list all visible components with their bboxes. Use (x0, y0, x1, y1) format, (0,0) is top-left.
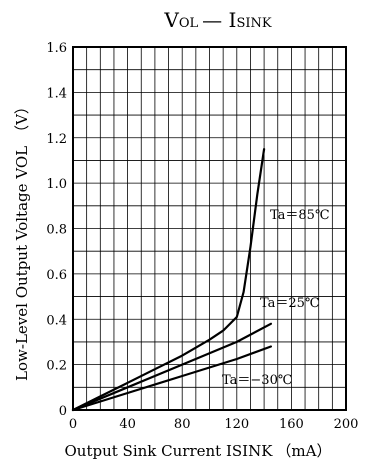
x-tick-label: 200 (334, 417, 359, 432)
series-line-85c (71, 148, 266, 412)
series-label-85c: Ta＝85℃ (270, 208, 330, 223)
x-tick-labels: 0 40 80 120 160 200 (69, 417, 359, 432)
y-tick-labels: 0 0.2 0.4 0.6 0.8 1.0 1.2 1.4 1.6 (46, 41, 67, 419)
x-tick-label: 0 (69, 417, 77, 432)
y-axis-label-main: Low-Level Output Voltage V (13, 167, 31, 381)
title-mid: — I (202, 8, 236, 32)
series-line-25c (71, 322, 272, 412)
y-tick-label: 0.2 (46, 359, 67, 374)
plot-frame (72, 46, 347, 411)
y-tick-label: 1.2 (46, 132, 67, 147)
x-axis-label: Output Sink Current ISINK （mA） (65, 442, 332, 460)
title-sub-2: SINK (236, 16, 271, 31)
series-label-minus30c: Ta＝−30℃ (222, 373, 292, 388)
y-tick-label: 0 (59, 404, 67, 419)
y-axis-label: Low-Level Output Voltage VOL （V） (13, 99, 31, 381)
y-tick-label: 0.6 (46, 268, 67, 283)
title-sub-1: OL (179, 16, 199, 31)
x-tick-label: 40 (119, 417, 136, 432)
title-main: V (163, 8, 179, 32)
x-tick-label: 120 (224, 417, 249, 432)
y-axis-label-sub: OL (13, 146, 31, 168)
y-tick-label: 1.0 (46, 177, 67, 192)
x-axis-label-main: Output Sink Current I (65, 442, 232, 460)
x-axis-label-unit: （mA） (276, 442, 331, 460)
grid-lines (73, 47, 346, 410)
y-tick-label: 1.6 (46, 41, 67, 56)
x-tick-label: 80 (174, 417, 191, 432)
x-axis-label-sub: SINK (232, 442, 273, 460)
y-tick-label: 0.4 (46, 313, 67, 328)
y-tick-label: 1.4 (46, 86, 67, 101)
y-tick-label: 0.8 (46, 223, 67, 238)
y-axis-label-unit: （V） (13, 99, 31, 140)
chart-title: VOL — ISINK (163, 8, 271, 32)
series-line-minus30c (71, 345, 272, 412)
x-tick-label: 160 (279, 417, 304, 432)
series-lines (71, 148, 272, 412)
series-label-25c: Ta＝25℃ (260, 296, 320, 311)
